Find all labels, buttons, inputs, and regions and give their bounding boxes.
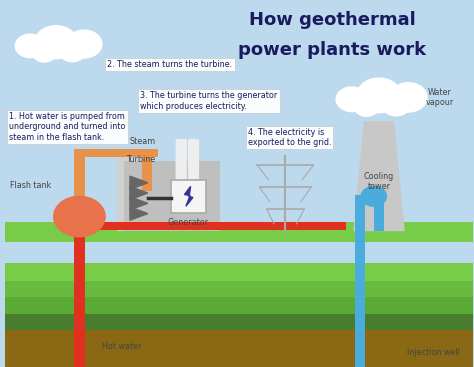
Polygon shape bbox=[130, 186, 148, 200]
FancyBboxPatch shape bbox=[188, 147, 199, 157]
Circle shape bbox=[15, 34, 45, 58]
FancyBboxPatch shape bbox=[175, 171, 187, 181]
Bar bbox=[74, 149, 157, 157]
Bar bbox=[5, 314, 473, 330]
Polygon shape bbox=[130, 197, 148, 210]
Bar bbox=[74, 149, 84, 196]
Text: 1. Hot water is pumped from
underground and turned into
steam in the flash tank.: 1. Hot water is pumped from underground … bbox=[9, 112, 126, 142]
Circle shape bbox=[357, 78, 401, 113]
FancyBboxPatch shape bbox=[175, 139, 187, 149]
FancyBboxPatch shape bbox=[175, 155, 187, 165]
Circle shape bbox=[383, 94, 410, 116]
Circle shape bbox=[54, 196, 105, 237]
FancyBboxPatch shape bbox=[175, 163, 187, 173]
Bar bbox=[84, 222, 346, 230]
FancyBboxPatch shape bbox=[188, 155, 199, 165]
Bar bbox=[74, 229, 84, 367]
Bar bbox=[117, 150, 131, 231]
Text: Steam: Steam bbox=[129, 137, 156, 146]
Text: 2. The steam turns the turbine.: 2. The steam turns the turbine. bbox=[108, 60, 233, 69]
Text: How geothermal: How geothermal bbox=[249, 11, 416, 29]
Bar bbox=[5, 263, 473, 281]
Circle shape bbox=[390, 83, 427, 112]
Circle shape bbox=[32, 43, 56, 62]
Text: 4. The electricity is
exported to the grid.: 4. The electricity is exported to the gr… bbox=[248, 128, 331, 147]
Text: Injection well: Injection well bbox=[407, 348, 460, 357]
Text: Turbine: Turbine bbox=[126, 155, 155, 164]
Circle shape bbox=[336, 87, 368, 112]
Text: power plants work: power plants work bbox=[238, 40, 426, 59]
Polygon shape bbox=[184, 186, 193, 206]
Text: Flash tank: Flash tank bbox=[10, 181, 51, 190]
Bar bbox=[171, 180, 206, 213]
Text: Generator: Generator bbox=[168, 218, 209, 226]
Circle shape bbox=[361, 186, 386, 206]
Bar bbox=[71, 230, 88, 233]
Polygon shape bbox=[130, 207, 148, 220]
Bar bbox=[355, 218, 365, 230]
Polygon shape bbox=[130, 176, 148, 189]
Bar bbox=[74, 210, 95, 230]
Bar bbox=[124, 161, 220, 231]
Circle shape bbox=[59, 41, 85, 62]
Bar bbox=[5, 297, 473, 314]
Circle shape bbox=[354, 96, 380, 116]
Text: Cooling
tower: Cooling tower bbox=[364, 172, 394, 191]
FancyBboxPatch shape bbox=[188, 139, 199, 149]
FancyBboxPatch shape bbox=[188, 171, 199, 181]
Bar bbox=[5, 222, 473, 242]
Text: Water
vapour: Water vapour bbox=[426, 88, 454, 107]
Bar bbox=[355, 195, 365, 231]
Text: 3. The turbine turns the generator
which produces electricity.: 3. The turbine turns the generator which… bbox=[140, 91, 277, 110]
Text: Hot water: Hot water bbox=[102, 342, 141, 351]
Bar bbox=[5, 330, 473, 367]
Bar bbox=[142, 149, 153, 191]
Bar bbox=[5, 281, 473, 297]
Circle shape bbox=[66, 30, 102, 58]
FancyBboxPatch shape bbox=[188, 163, 199, 173]
FancyBboxPatch shape bbox=[175, 147, 187, 157]
Bar bbox=[355, 226, 365, 367]
Polygon shape bbox=[353, 121, 405, 231]
Bar bbox=[374, 190, 384, 231]
Circle shape bbox=[35, 26, 77, 59]
